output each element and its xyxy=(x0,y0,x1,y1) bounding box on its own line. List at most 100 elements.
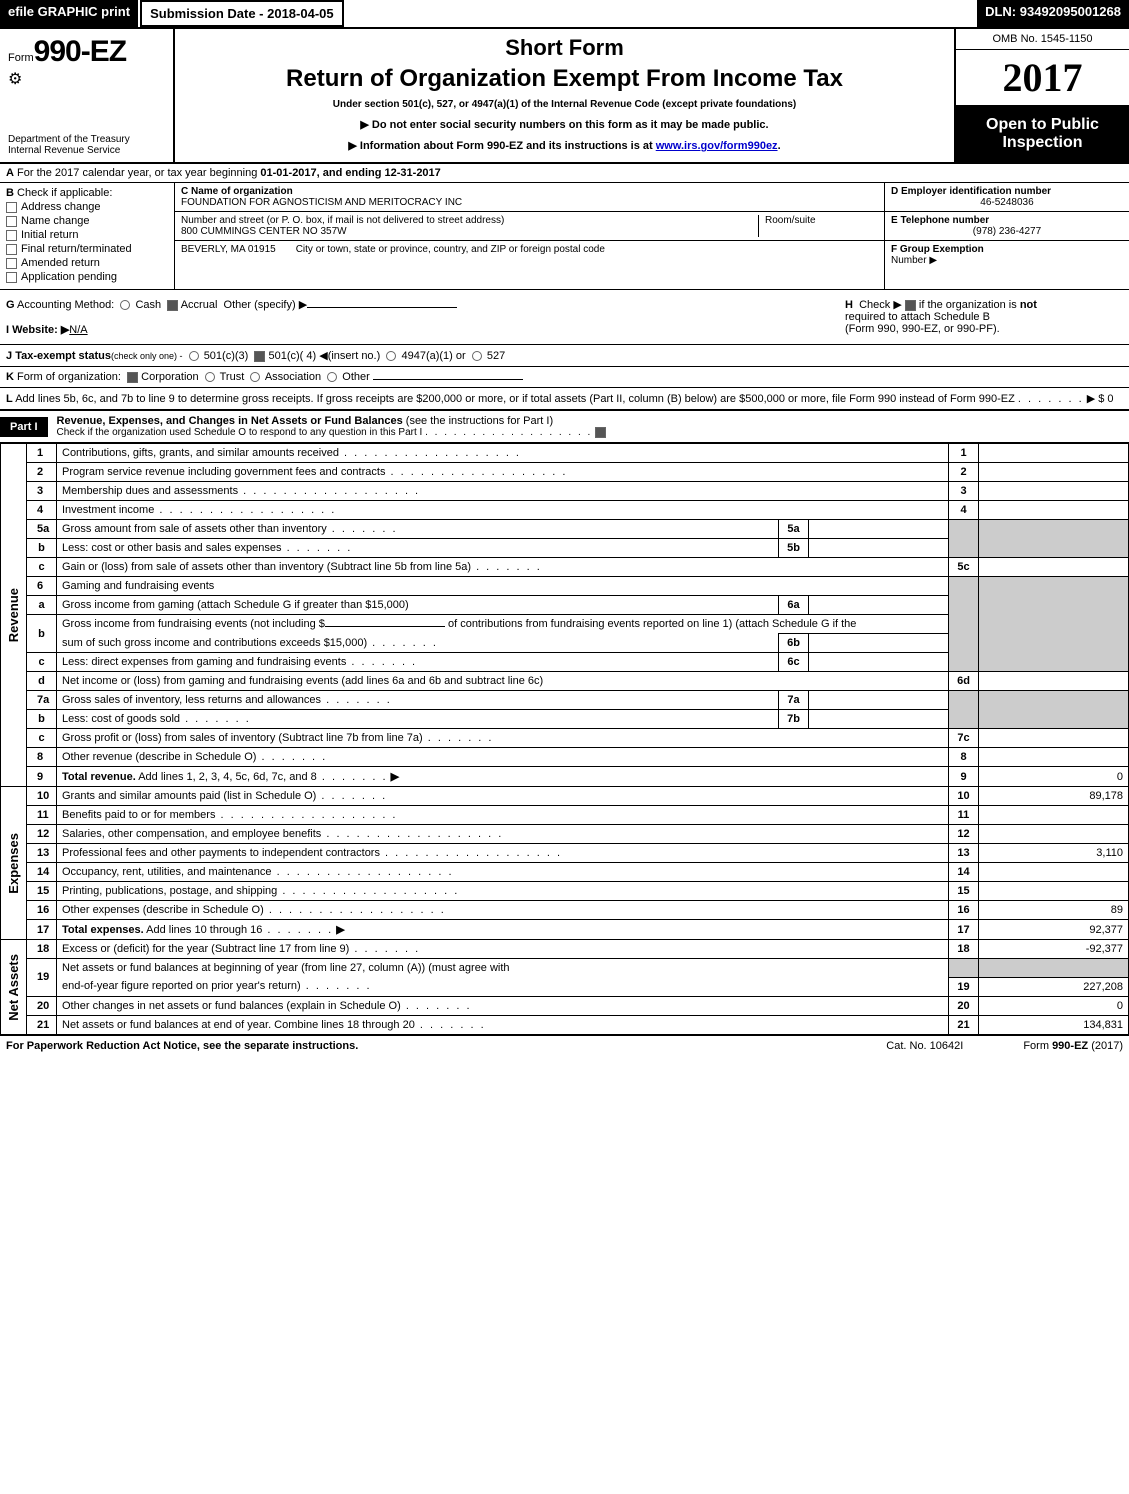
part1-table: Revenue 1 Contributions, gifts, grants, … xyxy=(0,443,1129,1035)
chk-initial-return[interactable]: Initial return xyxy=(6,229,168,241)
shade-7v xyxy=(979,691,1129,729)
j-label: Tax-exempt status xyxy=(15,350,111,362)
l9-refnum: 9 xyxy=(949,767,979,787)
f-label: F Group Exemption xyxy=(891,244,984,255)
l6b-desc1: Gross income from fundraising events (no… xyxy=(57,615,949,634)
dln-box: DLN: 93492095001268 xyxy=(977,0,1129,27)
chk-address-change[interactable]: Address change xyxy=(6,201,168,213)
irs-link[interactable]: www.irs.gov/form990ez xyxy=(656,140,778,152)
fundraising-amount-line[interactable] xyxy=(325,626,445,627)
chk-application-pending[interactable]: Application pending xyxy=(6,271,168,283)
l6a-inner-num: 6a xyxy=(779,596,809,615)
l20-desc: Other changes in net assets or fund bala… xyxy=(57,996,949,1015)
l6c-num: c xyxy=(27,653,57,672)
address-row: Number and street (or P. O. box, if mail… xyxy=(175,212,884,241)
k-opt1: Trust xyxy=(220,371,245,383)
chk-name-change[interactable]: Name change xyxy=(6,215,168,227)
city-value: BEVERLY, MA 01915 xyxy=(181,244,276,255)
l6b-num: b xyxy=(27,615,57,653)
line-1: Revenue 1 Contributions, gifts, grants, … xyxy=(1,444,1129,463)
addr-value: 800 CUMMINGS CENTER NO 357W xyxy=(181,226,504,237)
checkbox-h-icon[interactable] xyxy=(905,300,916,311)
l6d-refnum: 6d xyxy=(949,672,979,691)
h-text3: required to attach Schedule B xyxy=(845,311,990,323)
form-number-block: Form990-EZ xyxy=(8,35,165,69)
chk-final-return[interactable]: Final return/terminated xyxy=(6,243,168,255)
l11-desc: Benefits paid to or for members xyxy=(57,806,949,825)
schedule-o-checkbox-icon[interactable] xyxy=(595,427,606,438)
l9-value: 0 xyxy=(979,767,1129,787)
open-public-l1: Open to Public xyxy=(960,116,1125,134)
k-opt0: Corporation xyxy=(141,371,198,383)
checkbox-corporation-icon[interactable] xyxy=(127,372,138,383)
l11-refnum: 11 xyxy=(949,806,979,825)
l-text: Add lines 5b, 6c, and 7b to line 9 to de… xyxy=(15,393,1015,405)
l17-num: 17 xyxy=(27,920,57,940)
other-org-line[interactable] xyxy=(373,379,523,380)
tax-year: 2017 xyxy=(956,50,1129,106)
l21-desc: Net assets or fund balances at end of ye… xyxy=(57,1015,949,1034)
header-center: Short Form Return of Organization Exempt… xyxy=(175,29,954,162)
dept-irs: Internal Revenue Service xyxy=(8,145,165,156)
header-left: Form990-EZ ⚙ Department of the Treasury … xyxy=(0,29,175,162)
subtitle: Under section 501(c), 527, or 4947(a)(1)… xyxy=(187,99,942,110)
other-specify-line[interactable] xyxy=(307,307,457,308)
org-name-row: C Name of organization FOUNDATION FOR AG… xyxy=(175,183,884,212)
l3-refnum: 3 xyxy=(949,482,979,501)
l6c-inner-num: 6c xyxy=(779,653,809,672)
radio-association-icon[interactable] xyxy=(250,372,260,382)
l6b-desc3: sum of such gross income and contributio… xyxy=(57,634,779,653)
k-opt3: Other xyxy=(342,371,370,383)
radio-501c3-icon[interactable] xyxy=(189,351,199,361)
l21-value: 134,831 xyxy=(979,1015,1129,1034)
chk-label: Address change xyxy=(21,201,101,213)
l9-desc: Total revenue. Add lines 1, 2, 3, 4, 5c,… xyxy=(57,767,949,787)
checkbox-accrual-icon[interactable] xyxy=(167,300,178,311)
checkbox-icon xyxy=(6,272,17,283)
l16-value: 89 xyxy=(979,901,1129,920)
j-opt0: 501(c)(3) xyxy=(204,350,249,362)
l7b-inner-val xyxy=(809,710,949,729)
l15-num: 15 xyxy=(27,882,57,901)
i-label: Website: ▶ xyxy=(12,324,69,336)
group-exemption-block: F Group Exemption Number ▶ xyxy=(885,241,1129,269)
l5b-num: b xyxy=(27,539,57,558)
l19-refnum: 19 xyxy=(949,977,979,996)
radio-4947-icon[interactable] xyxy=(386,351,396,361)
l7a-num: 7a xyxy=(27,691,57,710)
chk-amended-return[interactable]: Amended return xyxy=(6,257,168,269)
form-prefix: Form xyxy=(8,52,34,64)
l10-desc: Grants and similar amounts paid (list in… xyxy=(57,787,949,806)
checkbox-501c4-icon[interactable] xyxy=(254,351,265,362)
chk-label: Amended return xyxy=(21,257,100,269)
l13-value: 3,110 xyxy=(979,844,1129,863)
line-9: 9 Total revenue. Add lines 1, 2, 3, 4, 5… xyxy=(1,767,1129,787)
l5a-inner-val xyxy=(809,520,949,539)
l10-num: 10 xyxy=(27,787,57,806)
col-d-ein-phone: D Employer identification number 46-5248… xyxy=(884,183,1129,289)
line-18: Net Assets 18 Excess or (deficit) for th… xyxy=(1,940,1129,959)
l5a-inner-num: 5a xyxy=(779,520,809,539)
checkbox-icon xyxy=(6,244,17,255)
addr-label: Number and street (or P. O. box, if mail… xyxy=(181,215,504,226)
line-13: 13 Professional fees and other payments … xyxy=(1,844,1129,863)
l18-num: 18 xyxy=(27,940,57,959)
l6a-desc: Gross income from gaming (attach Schedul… xyxy=(57,596,779,615)
l7a-inner-num: 7a xyxy=(779,691,809,710)
l20-refnum: 20 xyxy=(949,996,979,1015)
radio-trust-icon[interactable] xyxy=(205,372,215,382)
page-footer: For Paperwork Reduction Act Notice, see … xyxy=(0,1035,1129,1056)
letter-i: I xyxy=(6,324,9,336)
radio-cash-icon[interactable] xyxy=(120,300,130,310)
h-text1: Check ▶ xyxy=(859,299,902,311)
l18-desc: Excess or (deficit) for the year (Subtra… xyxy=(57,940,949,959)
revenue-side-label: Revenue xyxy=(1,444,27,787)
radio-527-icon[interactable] xyxy=(472,351,482,361)
checkbox-icon xyxy=(6,202,17,213)
radio-other-icon[interactable] xyxy=(327,372,337,382)
l7c-desc: Gross profit or (loss) from sales of inv… xyxy=(57,729,949,748)
line-15: 15 Printing, publications, postage, and … xyxy=(1,882,1129,901)
k-opt2: Association xyxy=(265,371,321,383)
submission-date-value: 2018-04-05 xyxy=(267,6,334,21)
l20-num: 20 xyxy=(27,996,57,1015)
